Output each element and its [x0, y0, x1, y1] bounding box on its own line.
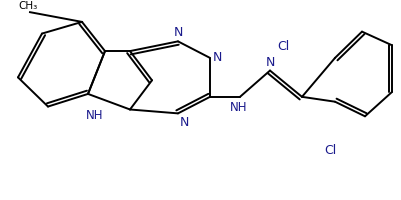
- Text: NH: NH: [230, 100, 248, 113]
- Text: Cl: Cl: [324, 143, 336, 156]
- Text: N: N: [180, 116, 189, 129]
- Text: CH₃: CH₃: [18, 1, 38, 11]
- Text: N: N: [173, 26, 183, 39]
- Text: N: N: [213, 51, 223, 64]
- Text: NH: NH: [86, 108, 104, 121]
- Text: Cl: Cl: [278, 40, 290, 52]
- Text: N: N: [265, 55, 275, 68]
